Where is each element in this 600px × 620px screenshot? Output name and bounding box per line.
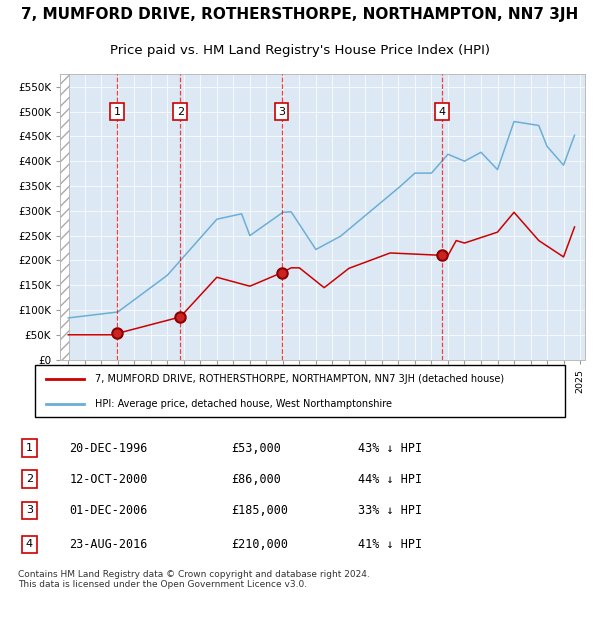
FancyBboxPatch shape [35, 365, 565, 417]
Text: 44% ↓ HPI: 44% ↓ HPI [358, 473, 422, 486]
Text: 01-DEC-2006: 01-DEC-2006 [70, 504, 148, 517]
Text: 4: 4 [26, 539, 33, 549]
Text: £86,000: £86,000 [231, 473, 281, 486]
Text: 12-OCT-2000: 12-OCT-2000 [70, 473, 148, 486]
Text: 41% ↓ HPI: 41% ↓ HPI [358, 538, 422, 551]
Text: 2: 2 [26, 474, 33, 484]
Text: Contains HM Land Registry data © Crown copyright and database right 2024.
This d: Contains HM Land Registry data © Crown c… [18, 570, 370, 590]
Text: 23-AUG-2016: 23-AUG-2016 [70, 538, 148, 551]
Text: HPI: Average price, detached house, West Northamptonshire: HPI: Average price, detached house, West… [95, 399, 392, 409]
Text: 7, MUMFORD DRIVE, ROTHERSTHORPE, NORTHAMPTON, NN7 3JH: 7, MUMFORD DRIVE, ROTHERSTHORPE, NORTHAM… [22, 7, 578, 22]
Text: £185,000: £185,000 [231, 504, 288, 517]
Text: 20-DEC-1996: 20-DEC-1996 [70, 442, 148, 455]
Text: 7, MUMFORD DRIVE, ROTHERSTHORPE, NORTHAMPTON, NN7 3JH (detached house): 7, MUMFORD DRIVE, ROTHERSTHORPE, NORTHAM… [95, 374, 504, 384]
Text: 3: 3 [26, 505, 33, 515]
Text: 1: 1 [114, 107, 121, 117]
Bar [60, 74, 69, 360]
Text: 2: 2 [177, 107, 184, 117]
Text: 4: 4 [439, 107, 446, 117]
Text: £210,000: £210,000 [231, 538, 288, 551]
Text: £53,000: £53,000 [231, 442, 281, 455]
Text: 43% ↓ HPI: 43% ↓ HPI [358, 442, 422, 455]
Text: 1: 1 [26, 443, 33, 453]
Text: Price paid vs. HM Land Registry's House Price Index (HPI): Price paid vs. HM Land Registry's House … [110, 44, 490, 57]
Text: 33% ↓ HPI: 33% ↓ HPI [358, 504, 422, 517]
Text: 3: 3 [278, 107, 285, 117]
